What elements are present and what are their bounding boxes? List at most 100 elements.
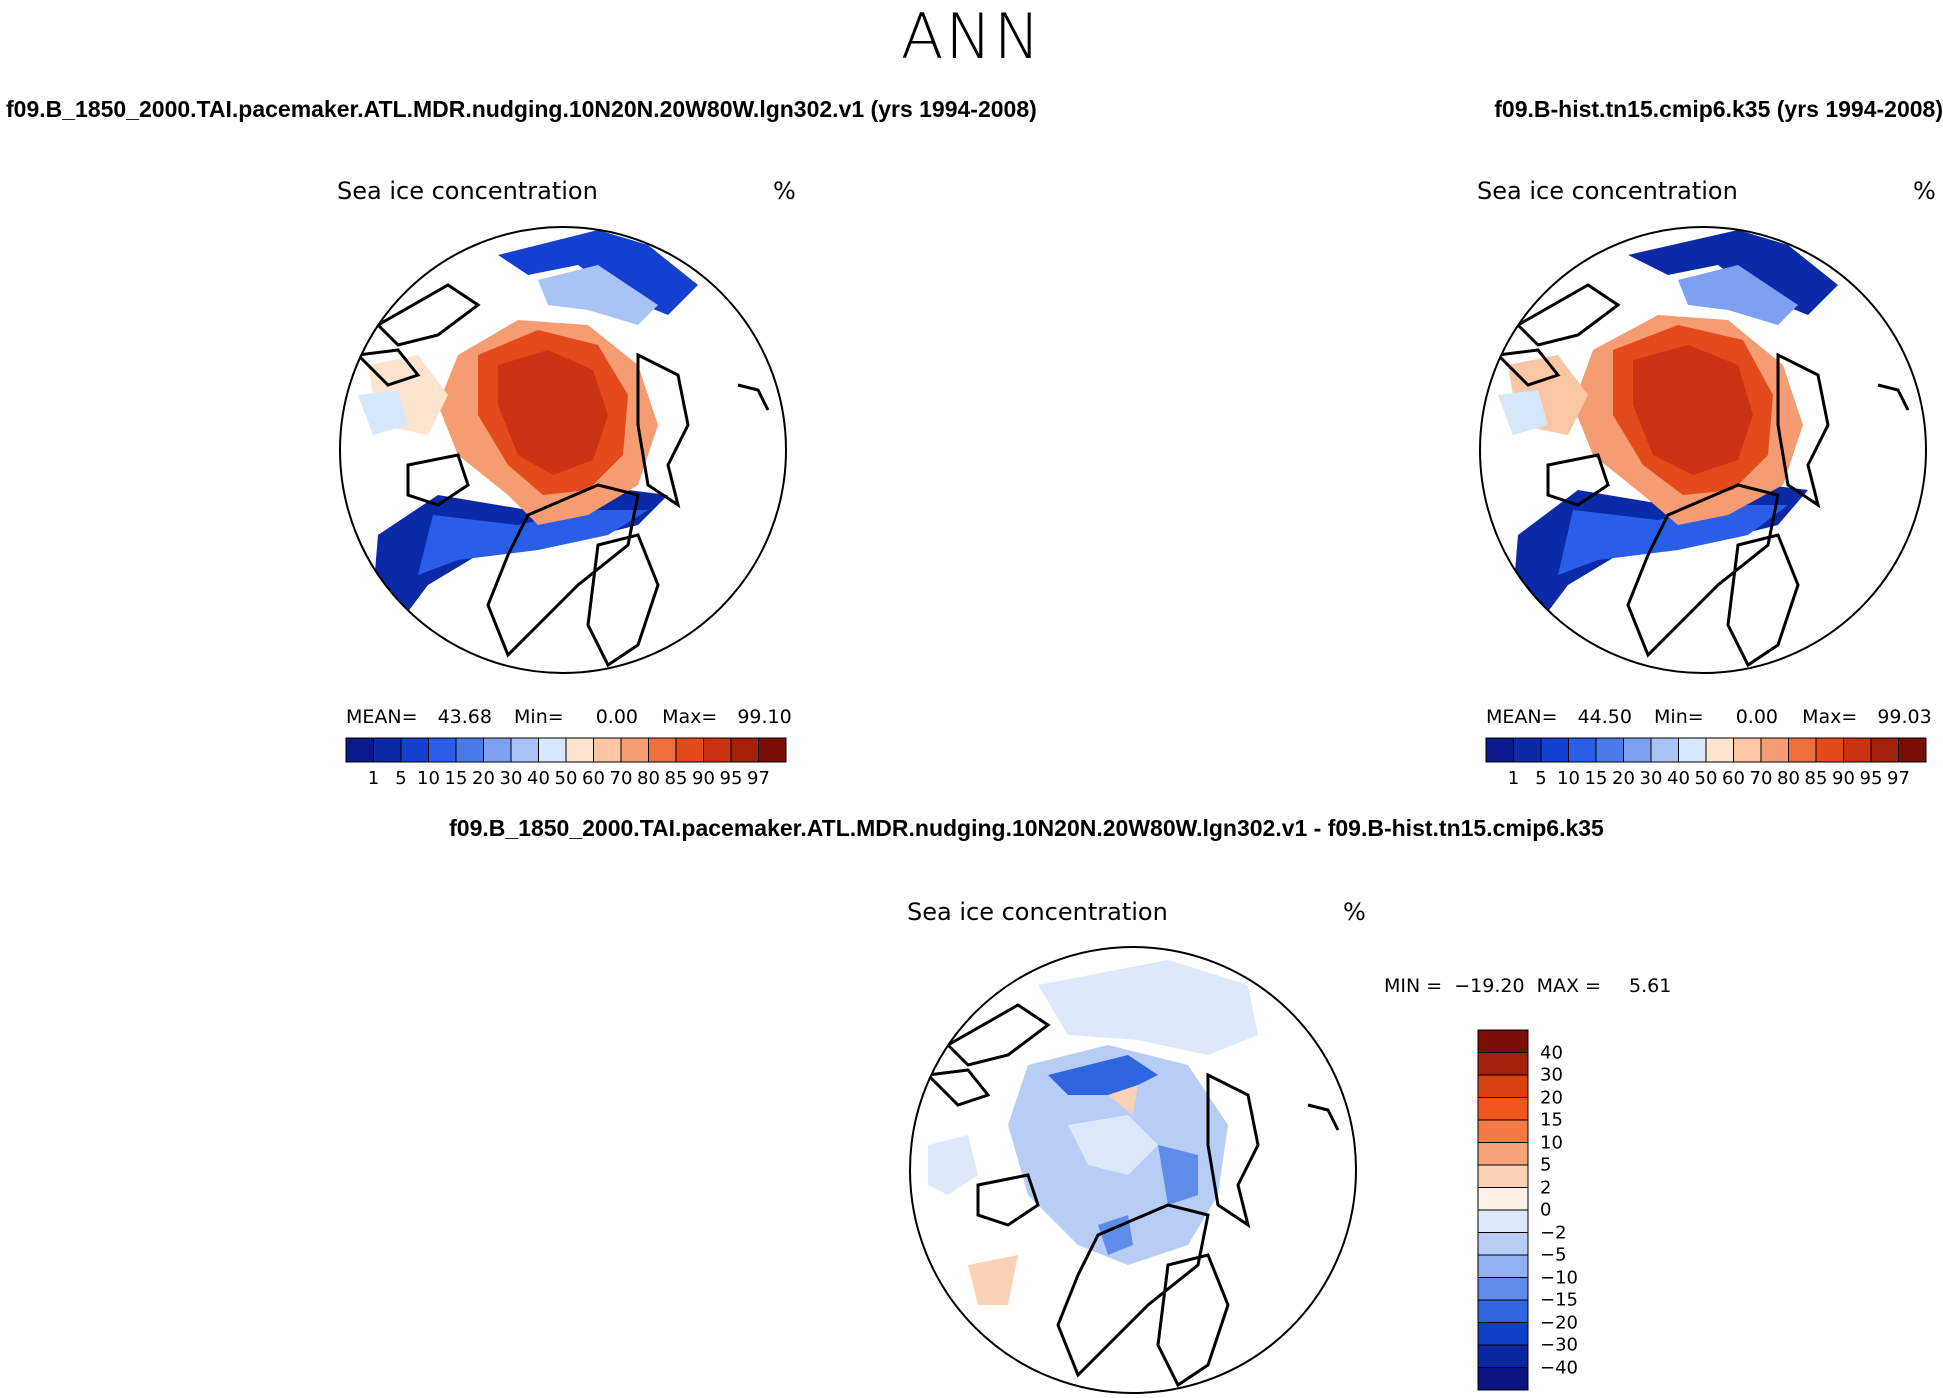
- colorbar-swatch-13: [703, 737, 732, 763]
- colorbar-tick-label: 97: [1887, 768, 1910, 789]
- diff-polar-map: [909, 946, 1357, 1394]
- diff-region-orange: [968, 1255, 1018, 1305]
- colorbar-tick-label: 95: [719, 768, 743, 789]
- coastline-2: [354, 348, 770, 509]
- colorbar-swatch-5: [1623, 737, 1652, 763]
- colorbar-swatch-8: [1705, 737, 1734, 763]
- left-mean-label: MEAN=: [346, 706, 418, 728]
- colorbar-swatch-11: [648, 737, 677, 763]
- diff-max-label: MAX =: [1536, 975, 1601, 997]
- colorbar-swatch-10: [620, 737, 649, 763]
- colorbar-swatch-7: [1678, 737, 1707, 763]
- colorbar-tick-label: 40: [1540, 1042, 1563, 1063]
- diff-min-value: −19.20: [1454, 975, 1525, 997]
- left-max-label: Max=: [662, 706, 718, 728]
- left-colorbar-labels: 1 5 10 15 20 30 40 50 60 70 80 85 90 95 97: [346, 768, 786, 792]
- colorbar-swatch-11: [1788, 737, 1817, 763]
- colorbar-tick-label: 80: [637, 768, 660, 789]
- right-colorbar: [1485, 737, 1927, 763]
- colorbar-swatch-9: [593, 737, 622, 763]
- left-polar-map: [339, 226, 787, 674]
- pack-ice-inner: [498, 350, 608, 475]
- colorbar-swatch-15: [758, 737, 787, 763]
- right-mean-value: 44.50: [1577, 706, 1632, 728]
- diff-region-peach: [1108, 1085, 1138, 1115]
- colorbar-tick-label: 30: [1540, 1064, 1563, 1086]
- colorbar-tick-label: 5: [1540, 1154, 1552, 1176]
- colorbar-tick-label: 60: [1722, 768, 1745, 789]
- colorbar-swatch-5: [1477, 1142, 1529, 1166]
- colorbar-tick-label: 20: [472, 768, 495, 789]
- colorbar-tick-label: 2: [1540, 1177, 1552, 1198]
- colorbar-swatch-10: [1760, 737, 1789, 763]
- colorbar-tick-label: 15: [1584, 768, 1608, 789]
- colorbar-swatch-7: [538, 737, 567, 763]
- colorbar-tick-label: 50: [554, 768, 578, 789]
- colorbar-swatch-15: [1898, 737, 1927, 763]
- colorbar-tick-label: 97: [747, 768, 770, 789]
- right-mean-label: MEAN=: [1486, 706, 1558, 728]
- colorbar-swatch-6: [1477, 1164, 1529, 1188]
- left-min-label: Min=: [514, 706, 564, 728]
- colorbar-tick-label: 90: [692, 768, 715, 789]
- colorbar-tick-label: 10: [1557, 768, 1580, 789]
- main-title: ANN: [900, 0, 1043, 73]
- left-mean-value: 43.68: [437, 706, 492, 728]
- diff-min-label: MIN =: [1384, 975, 1443, 997]
- colorbar-swatch-13: [1477, 1322, 1529, 1346]
- colorbar-swatch-12: [675, 737, 704, 763]
- colorbar-swatch-13: [1843, 737, 1872, 763]
- colorbar-tick-label: 20: [1540, 1087, 1563, 1108]
- diff-region-orange-2: [928, 1135, 978, 1195]
- colorbar-tick-label: 40: [527, 768, 550, 789]
- ice-edge-midblue-south: [418, 510, 648, 575]
- colorbar-swatch-8: [565, 737, 594, 763]
- colorbar-swatch-6: [1650, 737, 1679, 763]
- ice-edge-lightblue: [1678, 265, 1798, 325]
- pack-ice-inner: [1633, 345, 1753, 475]
- colorbar-tick-label: −2: [1540, 1222, 1567, 1243]
- right-max-value: 99.03: [1877, 706, 1932, 728]
- right-min-label: Min=: [1654, 706, 1704, 728]
- colorbar-swatch-9: [1733, 737, 1762, 763]
- colorbar-swatch-3: [1568, 737, 1597, 763]
- ice-edge-midblue-south: [1558, 505, 1788, 575]
- colorbar-tick-label: −5: [1540, 1244, 1567, 1266]
- colorbar-tick-label: −10: [1540, 1267, 1578, 1288]
- colorbar-swatch-10: [1477, 1254, 1529, 1278]
- right-colorbar-labels: 1 5 10 15 20 30 40 50 60 70 80 85 90 95 97: [1486, 768, 1926, 792]
- pack-ice-margin-blue: [358, 390, 408, 435]
- colorbar-tick-label: 10: [417, 768, 440, 789]
- left-case-title: f09.B_1850_2000.TAI.pacemaker.ATL.MDR.nu…: [6, 96, 1037, 122]
- right-units-label: %: [1913, 177, 1936, 205]
- left-units-label: %: [773, 177, 796, 205]
- colorbar-swatch-4: [1595, 737, 1624, 763]
- colorbar-swatch-11: [1477, 1277, 1529, 1301]
- colorbar-tick-label: 0: [1540, 1199, 1552, 1221]
- colorbar-swatch-14: [1870, 737, 1899, 763]
- coastline-2: [924, 1068, 1340, 1229]
- colorbar-tick-label: 30: [499, 768, 523, 789]
- diff-variable-label: Sea ice concentration: [907, 898, 1168, 926]
- coastline: [1515, 283, 1800, 668]
- colorbar-swatch-4: [1477, 1119, 1529, 1143]
- colorbar-tick-label: 80: [1777, 768, 1800, 789]
- colorbar-tick-label: 1: [367, 768, 380, 789]
- diff-colorbar-labels: 40 30 20 15 10 5 2 0 −2 −5 −10 −15 −20 −30 −40: [1540, 1030, 1620, 1392]
- colorbar-swatch-9: [1477, 1232, 1529, 1256]
- colorbar-tick-label: 1: [1507, 768, 1520, 789]
- diff-region-lightblue: [1038, 960, 1258, 1055]
- diff-max-value: 5.61: [1629, 975, 1672, 997]
- diff-units-label: %: [1343, 898, 1366, 926]
- colorbar-tick-label: 70: [1749, 768, 1773, 789]
- colorbar-tick-label: 60: [582, 768, 605, 789]
- colorbar-swatch-3: [1477, 1097, 1529, 1121]
- colorbar-swatch-6: [510, 737, 539, 763]
- colorbar-swatch-15: [1477, 1367, 1529, 1391]
- left-colorbar: [345, 737, 787, 763]
- diff-case-title: f09.B_1850_2000.TAI.pacemaker.ATL.MDR.nu…: [449, 815, 1604, 841]
- colorbar-tick-label: 15: [444, 768, 468, 789]
- left-max-value: 99.10: [737, 706, 792, 728]
- colorbar-tick-label: 5: [395, 768, 407, 789]
- colorbar-swatch-8: [1477, 1209, 1529, 1233]
